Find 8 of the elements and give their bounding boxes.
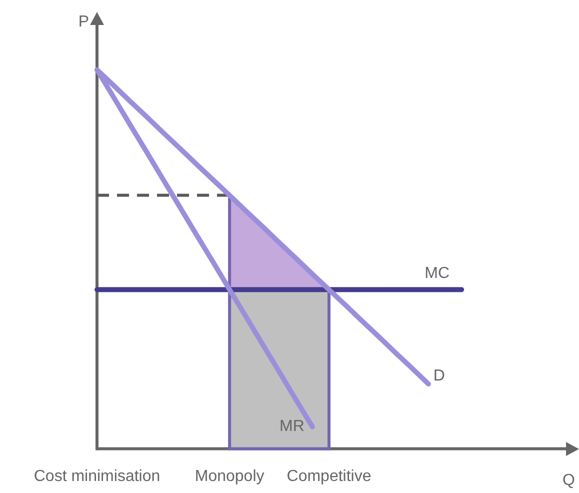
x-axis-title: Q <box>562 472 575 490</box>
x-tick-label: Competitive <box>286 468 372 485</box>
x-tick-label: Cost minimisation <box>34 468 160 485</box>
x-tick-label: Monopoly <box>194 468 264 485</box>
series-label: MR <box>280 418 304 436</box>
y-axis-title: P <box>78 13 89 30</box>
series-label: D <box>433 367 445 384</box>
series-label: MC <box>424 265 450 282</box>
